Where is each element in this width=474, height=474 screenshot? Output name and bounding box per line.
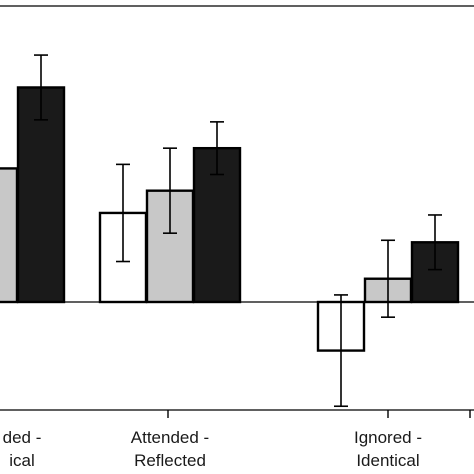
- x-ticks-layer: [167, 410, 471, 418]
- error-bar-series3-cat2: [210, 121, 224, 176]
- error-bar-series2-cat3: [381, 239, 395, 318]
- bars-layer: [0, 86, 460, 352]
- error-bars-layer: [34, 54, 442, 408]
- x-tick-label-cat2-line1: Attended -: [131, 428, 209, 447]
- error-bar-series1-cat3: [334, 294, 348, 408]
- error-bar-series3-cat3: [428, 214, 442, 271]
- bar-series2-cat1: [0, 167, 19, 304]
- x-tick-label-cat1-line1: ded -: [3, 428, 42, 447]
- x-tick-labels-layer: ded - ical Attended - Reflected Ignored - Ide…: [3, 428, 422, 470]
- x-tick-label-cat2-line2: Reflected: [134, 451, 206, 470]
- error-bar-series3-cat1: [34, 54, 48, 121]
- x-tick-label-cat3-line1: Ignored -: [354, 428, 422, 447]
- error-bar-series2-cat2: [163, 147, 177, 234]
- error-bar-series1-cat2: [116, 163, 130, 263]
- x-tick-label-cat1-line2: ical: [9, 451, 35, 470]
- x-tick-label-cat3-line2: Identical: [356, 451, 419, 470]
